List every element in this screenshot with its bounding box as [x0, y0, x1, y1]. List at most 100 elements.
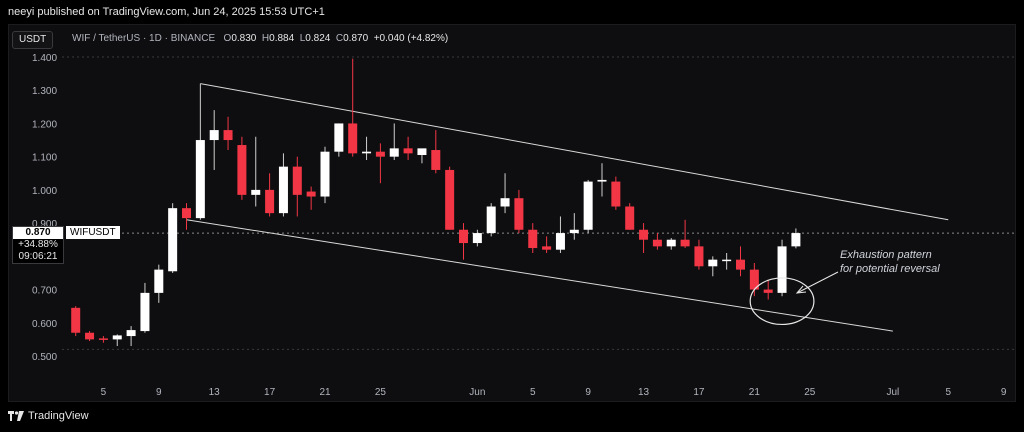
candle-body — [514, 198, 524, 230]
open-value: 0.830 — [231, 33, 257, 44]
candle-body — [375, 151, 385, 157]
annotation-arrow — [796, 271, 839, 294]
candle-body — [736, 259, 745, 270]
x-tick-label: 9 — [156, 387, 162, 398]
candle-body — [98, 338, 108, 340]
change-value: +0.040 (+4.82%) — [373, 33, 449, 44]
trendline-1 — [186, 219, 893, 332]
x-tick-label: 21 — [749, 387, 761, 398]
candle-body — [71, 307, 81, 333]
candle-body — [763, 289, 773, 293]
low-label: L — [299, 33, 306, 44]
candle-body — [597, 179, 607, 182]
chart-annotation[interactable]: Exhaustion pattern for potential reversa… — [840, 248, 940, 276]
candle-body — [126, 330, 136, 337]
candle-body — [555, 233, 565, 250]
y-tick-label: 1.200 — [32, 119, 57, 130]
candle-body — [389, 148, 399, 157]
current-price-tag: 0.870 +34.88% 09:06:21 — [12, 226, 64, 264]
x-tick-label: 5 — [101, 387, 107, 398]
symbol-tag: WIFUSDT — [66, 226, 120, 239]
candle-body — [445, 169, 455, 230]
candle-body — [528, 229, 538, 249]
candle-body — [652, 239, 662, 247]
candle-body — [625, 206, 635, 230]
close-value: 0.870 — [343, 33, 369, 44]
candle-body — [777, 246, 787, 293]
x-tick-label: 25 — [375, 387, 387, 398]
x-tick-label: Jul — [886, 387, 899, 398]
candle-body — [237, 145, 247, 195]
candle-body — [278, 166, 288, 214]
candle-body — [472, 233, 482, 244]
candle-body — [154, 269, 164, 293]
brand-name: TradingView — [28, 410, 89, 422]
low-value: 0.824 — [305, 33, 331, 44]
y-tick-label: 1.400 — [32, 53, 57, 64]
candle-body — [362, 151, 372, 154]
candle-body — [348, 123, 358, 154]
x-tick-label: 25 — [804, 387, 816, 398]
x-tick-label: 13 — [638, 387, 650, 398]
candle-body — [680, 239, 690, 247]
x-tick-label: 13 — [209, 387, 221, 398]
candle-body — [639, 229, 649, 240]
published-info: neeyi published on TradingView.com, Jun … — [8, 6, 325, 18]
candle-body — [417, 148, 427, 156]
candle-body — [209, 130, 219, 141]
candle-body — [320, 151, 330, 197]
candle-body — [542, 246, 552, 250]
close-label: C — [335, 33, 344, 44]
high-label: H — [261, 33, 270, 44]
candle-body — [666, 239, 676, 247]
candle-body — [583, 181, 593, 230]
candle-body — [251, 189, 261, 195]
y-tick-label: 1.300 — [32, 86, 57, 97]
x-tick-label: Jun — [469, 387, 485, 398]
y-tick-label: 1.100 — [32, 153, 57, 164]
candle-body — [140, 292, 150, 332]
candle-body — [791, 233, 801, 247]
x-tick-label: 9 — [1001, 387, 1007, 398]
annotation-line-1: Exhaustion pattern — [840, 249, 932, 261]
y-tick-label: 0.900 — [32, 219, 57, 230]
trendline-0 — [200, 83, 949, 221]
tradingview-logo-icon — [8, 411, 24, 421]
candle-body — [611, 181, 621, 207]
current-price: 0.870 — [13, 227, 63, 239]
tradingview-logo[interactable]: TradingView — [8, 410, 89, 422]
candle-body — [486, 206, 496, 234]
bar-countdown: 09:06:21 — [18, 251, 58, 262]
candle-body — [265, 189, 275, 214]
currency-button[interactable]: USDT — [12, 31, 54, 49]
symbol-title[interactable]: WIF / TetherUS · 1D · BINANCE — [72, 33, 216, 44]
annotation-line-2: for potential reversal — [840, 263, 940, 275]
candle-body — [694, 246, 704, 267]
candle-body — [195, 140, 205, 219]
candle-body — [168, 208, 178, 272]
candle-body — [403, 148, 413, 154]
candle-body — [182, 208, 191, 219]
candle-body — [722, 259, 732, 262]
x-tick-label: 5 — [945, 387, 951, 398]
high-value: 0.884 — [269, 33, 295, 44]
publisher-bar: neeyi published on TradingView.com, Jun … — [0, 0, 1024, 24]
x-tick-label: 17 — [693, 387, 705, 398]
y-tick-label: 0.600 — [32, 319, 57, 330]
y-tick-label: 0.500 — [32, 352, 57, 363]
candle-body — [112, 335, 122, 340]
y-tick-label: 1.000 — [32, 186, 57, 197]
candle-body — [306, 191, 316, 197]
footer-bar — [0, 402, 1024, 432]
candle-body — [569, 229, 579, 234]
y-tick-label: 0.700 — [32, 286, 57, 297]
candle-body — [292, 166, 302, 195]
x-tick-label: 9 — [585, 387, 591, 398]
candle-body — [708, 259, 718, 267]
candle-body — [223, 130, 233, 141]
candle-body — [749, 269, 759, 290]
candle-body — [85, 332, 95, 340]
candle-body — [334, 123, 344, 152]
open-label: O — [223, 33, 232, 44]
